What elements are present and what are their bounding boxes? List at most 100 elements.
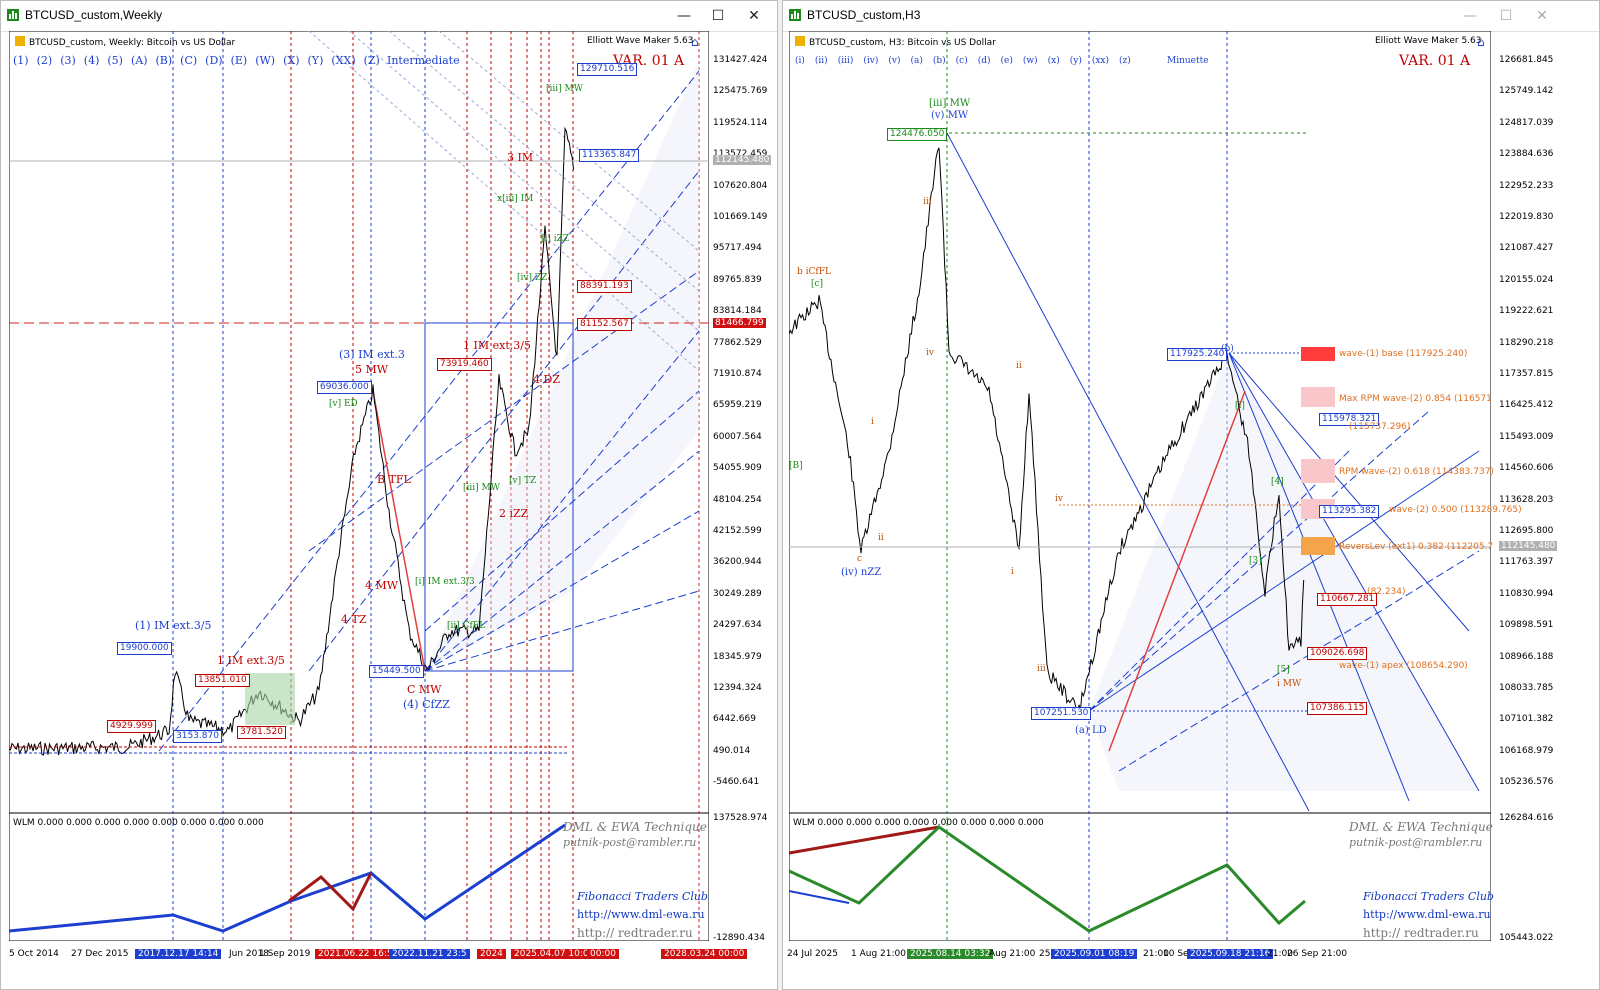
title-bar[interactable]: BTCUSD_custom,H3 — ☐ ✕ [783,1,1599,32]
graduation-cap-icon[interactable]: ⌂ [691,35,699,49]
time-axis[interactable]: 24 Jul 2025 1 Aug 21:00 2025.08.14 03:32 Au… [787,947,1595,963]
wave-label: [v] ED [329,399,358,409]
ewa-url[interactable]: http:// redtrader.ru [1363,926,1479,940]
wave-button-5[interactable]: (A) [130,54,148,67]
wave-button-10[interactable]: (w) [1022,56,1038,66]
wave-button-11[interactable]: (X) [283,54,300,67]
wave-button-row[interactable]: (i) (ii) (iii) (iv) (v) (a) (b) (c) (d) (e) (w) (x)… [795,56,1141,66]
chart-canvas[interactable] [9,31,709,941]
chart-symbol-icon [795,36,805,46]
chart-header-text: BTCUSD_custom, H3: Bitcoin vs US Dollar [809,38,996,48]
plugin-name: Elliott Wave Maker 5.63 [1375,36,1482,46]
price-box: 117925.240 [1167,348,1228,361]
wave-button-1[interactable]: (ii) [814,56,828,66]
wave-button-9[interactable]: (E) [230,54,248,67]
price-chart[interactable] [9,31,709,941]
wave-label: [ii] CfFL [447,621,486,631]
fib-level-label: RPM wave-(2) 0.618 (114383.737) [1339,467,1494,477]
time-axis[interactable]: 5 Oct 2014 27 Dec 2015 2017.12.17 14:14 Jun… [9,947,777,963]
price-chart[interactable] [789,31,1491,941]
wave-label: 4 TZ [341,613,367,626]
wave-label: 1 IM ext.3/5 [217,654,285,667]
price-tick: 6442.669 [713,714,756,725]
ewa-club: Fibonacci Traders Club [577,890,708,903]
price-tick: 122019.830 [1499,212,1554,222]
maximize-button[interactable]: ☐ [711,8,725,24]
ewa-url[interactable]: http:// redtrader.ru [577,926,693,940]
wave-label: (iv) nZZ [841,567,882,578]
minimize-button[interactable]: — [1463,8,1477,24]
wave-label: [iii] MW [463,483,500,493]
close-button[interactable]: ✕ [1536,8,1548,24]
wave-button-4[interactable]: (5) [107,54,123,67]
wave-label: [5] [1277,665,1290,675]
wave-button-11[interactable]: (x) [1047,56,1060,66]
price-axis[interactable]: 131427.424 125475.769 119524.114 113572.459… [709,31,777,943]
price-tick: 116425.412 [1499,400,1554,411]
title-bar[interactable]: BTCUSD_custom,Weekly — ☐ ✕ [1,1,777,32]
date-label: 1 Aug 21:00 [851,949,906,959]
price-tick: 110830.994 [1499,588,1554,599]
wave-label: [B] [789,461,803,471]
wave-button-1[interactable]: (2) [36,54,53,67]
wave-button-6[interactable]: (B) [155,54,173,67]
fib-level-label: wave-(1) apex (108654.290) [1339,661,1468,671]
wave-label: B TFL [377,473,411,486]
chart-header: BTCUSD_custom, H3: Bitcoin vs US Dollar [795,36,996,48]
indicator-series [789,825,1306,933]
wave-label: (b) [1221,344,1234,354]
ewa-url[interactable]: http://www.dml-ewa.ru [577,908,705,921]
wave-button-3[interactable]: (iv) [863,56,879,66]
wave-button-7[interactable]: (C) [180,54,198,67]
wave-button-9[interactable]: (e) [1000,56,1013,66]
wave-button-0[interactable]: (1) [13,54,29,67]
minimize-button[interactable]: — [677,8,691,24]
wave-label: 4 DZ [533,373,560,386]
wave-button-3[interactable]: (4) [83,54,100,67]
wave-label: [iii] MW [546,84,583,94]
date-label: Aug 21:00 [989,949,1036,959]
channel-line [1088,450,1350,712]
date-label: 2028.03.24 00:00 [661,949,748,959]
maximize-button[interactable]: ☐ [1499,8,1513,24]
chart-canvas[interactable] [789,31,1491,941]
ewa-url[interactable]: http://www.dml-ewa.ru [1363,908,1491,921]
wave-button-12[interactable]: (y) [1069,56,1082,66]
wave-button-5[interactable]: (a) [910,56,923,66]
indicator-series [288,872,373,912]
date-label: 00:00 [587,949,619,959]
wave-button-2[interactable]: (3) [60,54,76,67]
h3-chart-window[interactable]: BTCUSD_custom,H3 — ☐ ✕ BTCUSD_custom, H3… [782,0,1600,990]
wave-button-13[interactable]: (XX) [331,54,356,67]
indicator-tick: 126284.616 [1499,813,1554,823]
wave-button-4[interactable]: (v) [888,56,901,66]
wave-button-7[interactable]: (c) [955,56,968,66]
ewa-title: DML & EWA Technique [563,820,707,834]
wave-button-13[interactable]: (xx) [1091,56,1110,66]
wave-button-12[interactable]: (Y) [307,54,324,67]
price-tick: 113572.459 [713,149,767,159]
channel-line [424,450,700,672]
channel-line [308,170,700,672]
wave-button-14[interactable]: (Z) [363,54,380,67]
wave-button-2[interactable]: (iii) [837,56,854,66]
degree-label[interactable]: Minuette [1167,56,1209,66]
close-button[interactable]: ✕ [748,8,760,24]
price-series [789,147,1305,713]
degree-label[interactable]: Intermediate [387,54,460,67]
wave-button-6[interactable]: (b) [932,56,946,66]
weekly-chart-window[interactable]: BTCUSD_custom,Weekly — ☐ ✕ BTCUSD_custom… [0,0,778,990]
wave-button-8[interactable]: (D) [205,54,223,67]
wave-button-10[interactable]: (W) [255,54,276,67]
wave-button-0[interactable]: (i) [795,56,805,66]
graduation-cap-icon[interactable]: ⌂ [1477,35,1485,49]
chart-window-icon [789,9,801,21]
price-axis[interactable]: 126681.845 125749.142 124817.039 123884.636… [1495,31,1595,943]
wave-button-row[interactable]: (1) (2) (3) (4) (5) (A) (B) (C) (D) (E) (W) (X) (Y) (… [13,54,388,67]
price-tick: 54055.909 [713,463,762,474]
wave-label: 1 IM ext.3/5 [463,339,531,352]
price-tick: 48104.254 [713,494,762,505]
wave-button-14[interactable]: (z) [1119,56,1131,66]
fan-line [348,31,700,332]
wave-button-8[interactable]: (d) [977,56,991,66]
